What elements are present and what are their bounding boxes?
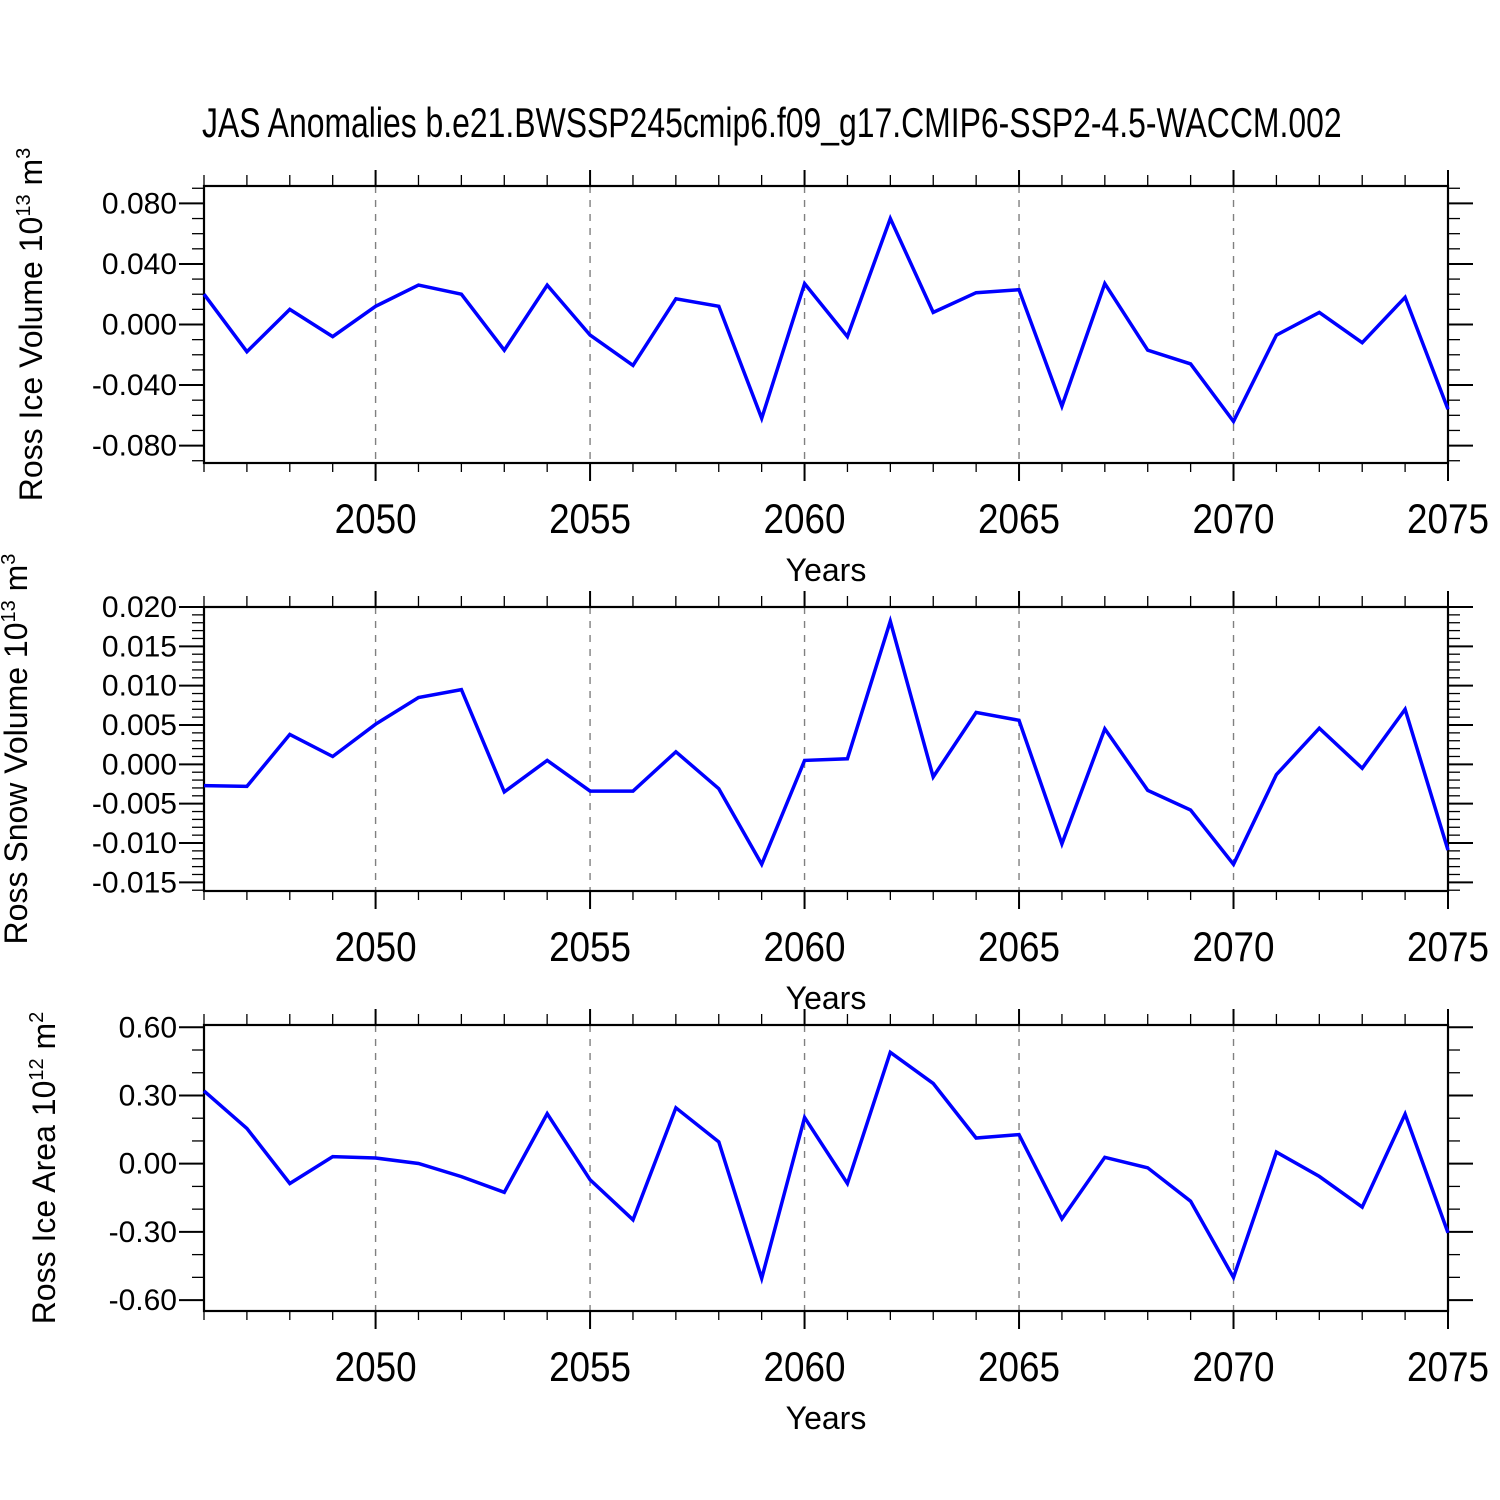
y-tick-label: 0.30 <box>119 1079 177 1112</box>
x-gridlines <box>374 607 1235 891</box>
panel-ross-snow-volume: 0.020 0.015 0.010 0.005 0.000 -0.005 -0.010 -0.… <box>0 554 1489 1016</box>
x-tick-label: 2060 <box>764 923 846 970</box>
y-tick-label: 0.000 <box>102 748 177 781</box>
y-tick-label: 0.080 <box>102 187 177 220</box>
y-tick-label: -0.040 <box>92 369 177 402</box>
x-tick-label: 2070 <box>1193 1343 1275 1390</box>
x-ticks <box>203 170 1449 481</box>
x-axis-title: Years <box>786 980 867 1016</box>
y-axis-title: Ross Snow Volume 1013 m3 <box>0 554 34 945</box>
y-tick-label: 0.040 <box>102 248 177 281</box>
x-tick-label: 2050 <box>335 495 417 542</box>
x-tick-label: 2070 <box>1193 495 1275 542</box>
y-tick-label: -0.010 <box>92 827 177 860</box>
x-gridlines <box>374 186 1235 463</box>
x-tick-label: 2070 <box>1193 923 1275 970</box>
x-tick-label: 2055 <box>549 1343 631 1390</box>
plot-border <box>202 1023 1450 1313</box>
y-tick-label: -0.080 <box>92 430 177 463</box>
x-tick-label: 2075 <box>1407 923 1489 970</box>
panel-ross-ice-area: 0.60 0.30 0.00 -0.30 -0.60 2050 2055 2060 2065 20… <box>26 1009 1489 1436</box>
x-tick-label: 2055 <box>549 923 631 970</box>
x-axis-title: Years <box>786 552 867 588</box>
x-tick-label: 2050 <box>335 923 417 970</box>
x-tick-label: 2065 <box>978 923 1060 970</box>
y-tick-label: -0.30 <box>109 1216 177 1249</box>
chart-title: JAS Anomalies b.e21.BWSSP245cmip6.f09_g1… <box>202 99 1342 146</box>
plot-border <box>202 184 1450 465</box>
y-tick-label: 0.010 <box>102 670 177 703</box>
x-gridlines <box>374 1025 1235 1311</box>
y-tick-label: -0.015 <box>92 866 177 899</box>
x-ticks <box>203 591 1449 909</box>
y-tick-label: 0.00 <box>119 1148 177 1181</box>
y-tick-label: 0.000 <box>102 309 177 342</box>
y-tick-label: 0.005 <box>102 709 177 742</box>
data-line <box>203 614 1450 869</box>
y-ticks <box>179 606 1473 891</box>
data-line <box>202 213 1450 425</box>
y-axis-title: Ross Ice Volume 1013 m3 <box>13 148 49 502</box>
y-ticks <box>179 1026 1473 1302</box>
x-ticks <box>203 1009 1449 1329</box>
data-line <box>202 1049 1450 1285</box>
y-tick-label: 0.60 <box>119 1011 177 1044</box>
x-tick-label: 2060 <box>764 495 846 542</box>
x-tick-label: 2065 <box>978 495 1060 542</box>
x-tick-label: 2075 <box>1407 1343 1489 1390</box>
x-tick-label: 2050 <box>335 1343 417 1390</box>
y-tick-label: -0.005 <box>92 788 177 821</box>
plot-border <box>202 605 1450 893</box>
y-ticks <box>179 187 1473 462</box>
y-tick-label: -0.60 <box>109 1284 177 1317</box>
x-tick-label: 2075 <box>1407 495 1489 542</box>
y-tick-label: 0.015 <box>102 630 177 663</box>
x-axis-title: Years <box>786 1400 867 1436</box>
panel-ross-ice-volume: 0.080 0.040 0.000 -0.040 -0.080 2050 2055 2060 2… <box>13 148 1489 588</box>
x-tick-label: 2065 <box>978 1343 1060 1390</box>
x-tick-label: 2060 <box>764 1343 846 1390</box>
y-axis-title: Ross Ice Area 1012 m2 <box>26 1012 62 1325</box>
x-tick-label: 2055 <box>549 495 631 542</box>
y-tick-label: 0.020 <box>102 591 177 624</box>
